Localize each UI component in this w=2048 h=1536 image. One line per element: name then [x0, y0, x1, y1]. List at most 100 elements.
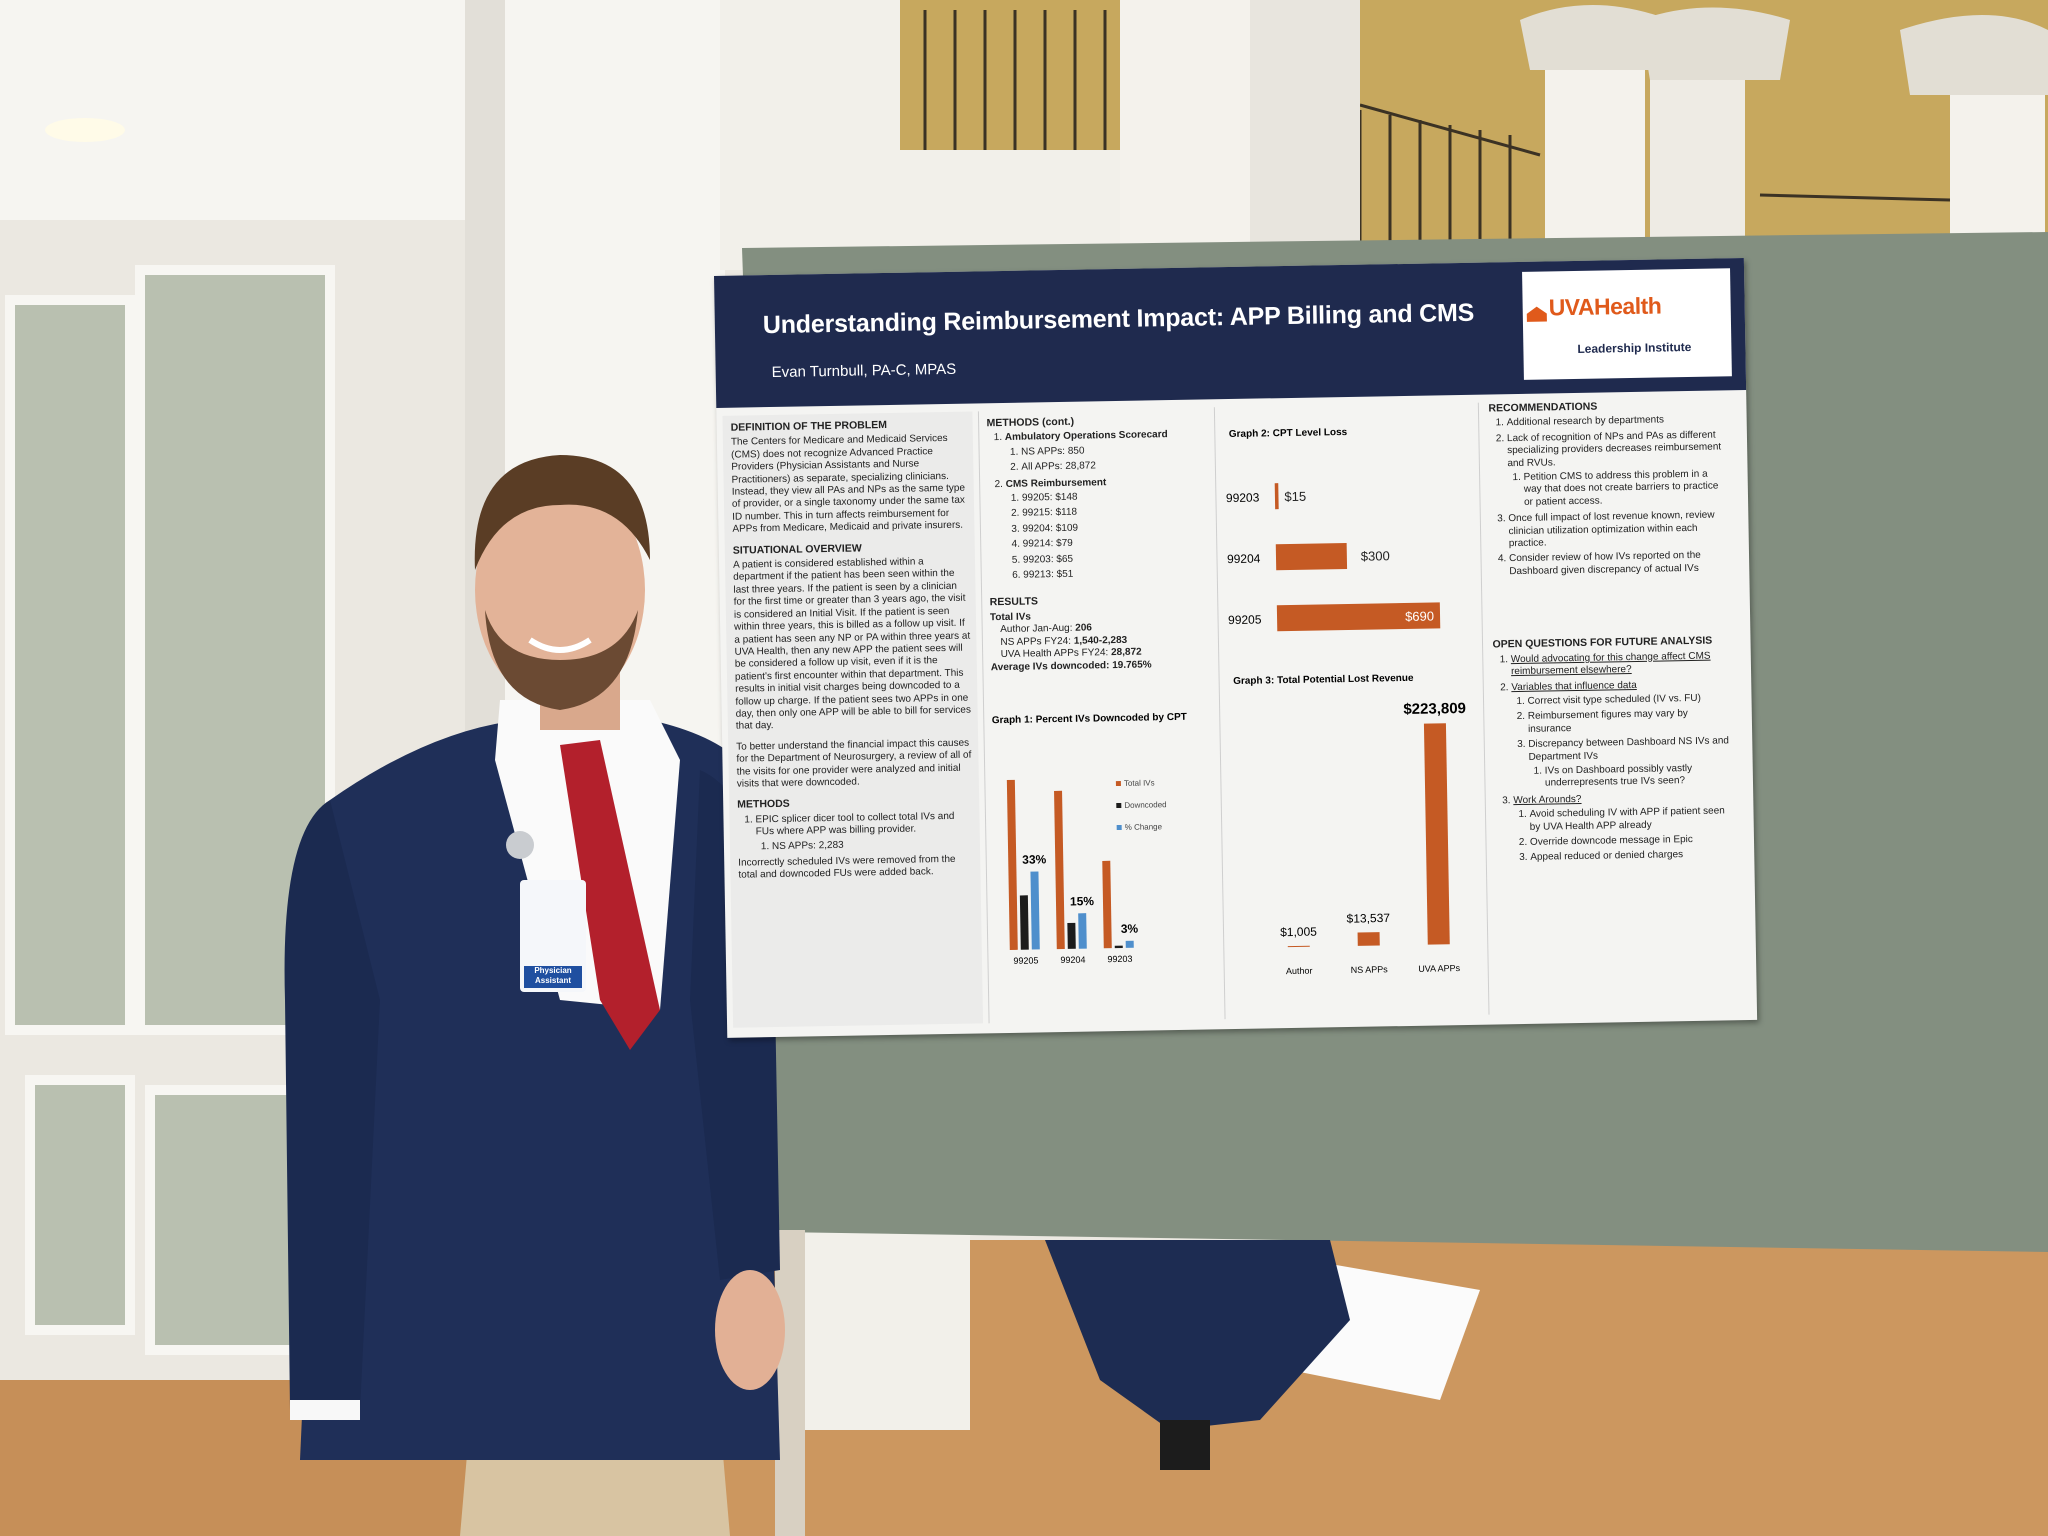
- item-text: IVs on Dashboard possibly vastly underre…: [1544, 762, 1693, 789]
- list: EPIC splicer dicer tool to collect total…: [737, 810, 974, 853]
- value-label: $300: [1361, 548, 1390, 564]
- legend-swatch: [1115, 780, 1121, 787]
- poster: Understanding Reimbursement Impact: APP …: [714, 258, 1758, 1038]
- item-text: EPIC splicer dicer tool to collect total…: [755, 810, 955, 838]
- list: NS APPs: 850 All APPs: 28,872: [1005, 443, 1209, 474]
- list-item: 99215: $118: [1022, 505, 1210, 521]
- list: Avoid scheduling IV with APP if patient …: [1513, 805, 1732, 864]
- list-item: Work Arounds?Avoid scheduling IV with AP…: [1513, 791, 1732, 865]
- item-text: Ambulatory Operations Scorecard: [1004, 429, 1168, 444]
- note: Incorrectly scheduled IVs were removed f…: [738, 853, 956, 882]
- heading: OPEN QUESTIONS FOR FUTURE ANALYSIS: [1492, 634, 1713, 651]
- list-item: Ambulatory Operations ScorecardNS APPs: …: [1005, 429, 1210, 475]
- category-label: 99205: [1228, 612, 1262, 627]
- item-text: Additional research by departments: [1506, 414, 1665, 429]
- list-item: 99203: $65: [1023, 551, 1211, 567]
- value-label: 3%: [1121, 922, 1139, 936]
- list-item: All APPs: 28,872: [1021, 459, 1209, 475]
- divider: [1213, 407, 1226, 1020]
- bar: [1276, 602, 1441, 632]
- list-item: Reimbursement figures may vary by insura…: [1528, 708, 1730, 736]
- list-item: EPIC splicer dicer tool to collect total…: [755, 810, 974, 853]
- result-value: 1,540-2,283: [1073, 634, 1128, 647]
- sleeve: [284, 800, 380, 1410]
- bar: [1067, 922, 1076, 949]
- definition: DEFINITION OF THE PROBLEM The Centers fo…: [731, 418, 969, 537]
- category-label: Author: [1286, 966, 1313, 976]
- legend-label: % Change: [1125, 822, 1163, 832]
- item-text: NS APPs: 850: [1021, 445, 1085, 458]
- result-label: UVA Health APPs FY24:: [1000, 647, 1109, 661]
- value-label: $15: [1284, 489, 1306, 504]
- result-label: Author Jan-Aug:: [1000, 623, 1073, 636]
- item-text: NS APPs: 2,283: [771, 839, 844, 852]
- list-item: Additional research by departments: [1507, 414, 1725, 430]
- list: NS APPs: 2,283: [756, 837, 974, 853]
- item-text: 99215: $118: [1022, 507, 1078, 520]
- paragraph: To better understand the financial impac…: [736, 737, 972, 790]
- list-item: Avoid scheduling IV with APP if patient …: [1529, 805, 1731, 833]
- list-item: Consider review of how IVs reported on t…: [1509, 550, 1727, 579]
- column: [1250, 0, 1360, 260]
- list: Correct visit type scheduled (IV vs. FU)…: [1511, 692, 1731, 791]
- list-item: Appeal reduced or denied charges: [1530, 849, 1732, 865]
- logo: UVAHealth Leadership Institute: [1522, 268, 1732, 380]
- list-item: Variables that influence dataCorrect vis…: [1511, 678, 1731, 791]
- list-item: Correct visit type scheduled (IV vs. FU): [1527, 692, 1729, 708]
- list-item: Would advocating for this change affect …: [1511, 650, 1729, 679]
- item-text: Discrepancy between Dashboard NS IVs and…: [1528, 735, 1730, 763]
- panel: [722, 411, 984, 1028]
- list: Petition CMS to address this problem in …: [1508, 468, 1727, 509]
- item-text: Avoid scheduling IV with APP if patient …: [1529, 805, 1725, 833]
- bar: [1114, 945, 1123, 949]
- item-text: Would advocating for this change affect …: [1510, 650, 1711, 678]
- value-label: $223,809: [1403, 700, 1466, 718]
- logo-icon: [1526, 306, 1547, 322]
- divider: [1477, 402, 1490, 1015]
- cuff: [290, 1400, 360, 1420]
- result-label: NS APPs FY24:: [1000, 635, 1072, 648]
- column: [1120, 0, 1250, 260]
- list-item: 99204: $109: [1022, 520, 1210, 536]
- hand: [715, 1270, 785, 1390]
- item-text: Override downcode message in Epic: [1529, 833, 1693, 848]
- item-text: Consider review of how IVs reported on t…: [1508, 550, 1701, 578]
- methods-cont: METHODS (cont.) Ambulatory Operations Sc…: [987, 413, 1212, 582]
- list: Would advocating for this change affect …: [1493, 650, 1733, 865]
- bar: [1006, 779, 1018, 950]
- value-label: 33%: [1022, 852, 1047, 866]
- heading: METHODS: [737, 798, 790, 812]
- list-item: NS APPs: 850: [1021, 443, 1209, 459]
- bar: [1054, 790, 1065, 950]
- results: RESULTS Total IVs Author Jan-Aug: 206 NS …: [990, 593, 1213, 674]
- badge-role: Physician Assistant: [534, 966, 572, 985]
- list-item: 99213: $51: [1023, 566, 1211, 582]
- column-back: [720, 0, 900, 270]
- tie: [560, 740, 660, 1050]
- list: IVs on Dashboard possibly vastly underre…: [1529, 762, 1731, 790]
- column: [1650, 60, 1745, 260]
- list-item: Override downcode message in Epic: [1530, 833, 1732, 849]
- legend-swatch: [1116, 802, 1122, 809]
- legend-swatch: [1116, 824, 1122, 831]
- board-leg: [775, 1230, 805, 1536]
- item-text: CMS Reimbursement: [1005, 476, 1107, 490]
- bar: [1102, 860, 1112, 949]
- badge-label-box: Physician Assistant: [534, 966, 572, 985]
- value-label: $13,537: [1346, 911, 1390, 926]
- bar: [1287, 945, 1310, 948]
- category-label: 99204: [1227, 552, 1261, 567]
- item-text: 99204: $109: [1022, 522, 1079, 535]
- list-item: Once full impact of lost revenue known, …: [1508, 510, 1727, 551]
- beard: [485, 610, 638, 710]
- item-text: Variables that influence data: [1511, 679, 1637, 693]
- list-item: Discrepancy between Dashboard NS IVs and…: [1528, 735, 1731, 790]
- divider: [977, 411, 990, 1024]
- column-2: METHODS (cont.) Ambulatory Operations Sc…: [987, 413, 1214, 682]
- column: [1950, 80, 2045, 260]
- item-text: 99205: $148: [1021, 491, 1078, 504]
- result-value: 28,872: [1110, 646, 1142, 659]
- item-text: Correct visit type scheduled (IV vs. FU): [1527, 692, 1702, 707]
- list-item: NS APPs: 2,283: [772, 837, 974, 853]
